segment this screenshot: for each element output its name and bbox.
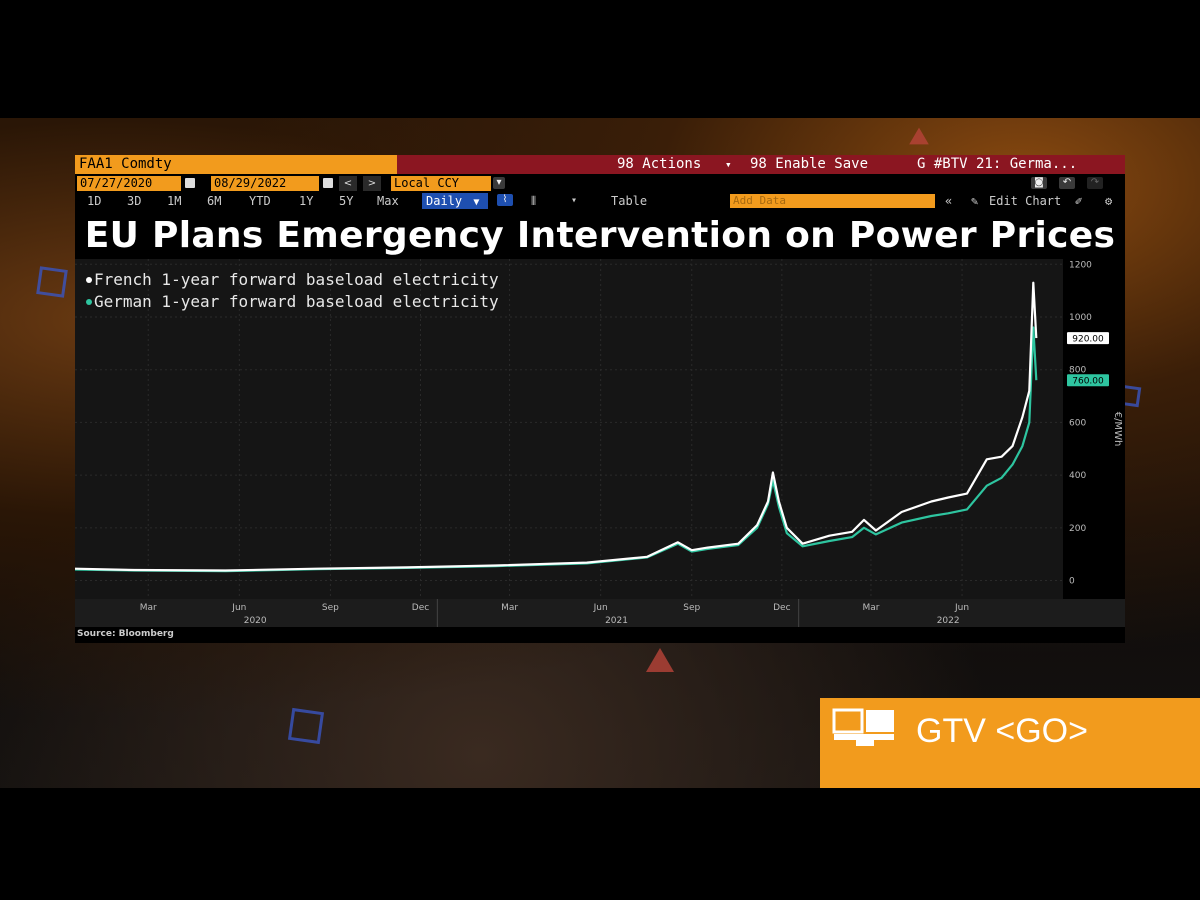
chevron-down-icon: ▼ [473, 197, 480, 208]
decorative-square [36, 266, 68, 298]
decorative-triangle [909, 127, 929, 145]
year-label: 2020 [244, 616, 267, 626]
y-tick-label: 800 [1069, 366, 1086, 376]
x-tick-label: Sep [322, 603, 339, 613]
actions-caret-icon[interactable]: ▾ [725, 158, 732, 171]
french-last-value-tag [1067, 332, 1109, 345]
gtv-banner[interactable]: GTV <GO> [820, 698, 1200, 788]
line-chart-icon[interactable]: ⌇ [497, 194, 513, 206]
bar-chart-icon[interactable]: ⫴ [531, 194, 537, 208]
frequency-select[interactable]: Daily ▼ [422, 193, 488, 209]
period-3d[interactable]: 3D [127, 194, 142, 208]
price-chart: Mar Jun Sep Dec Mar Jun Sep Dec Mar Jun 2020 2021 20… [75, 259, 1125, 627]
edit-chart-button[interactable]: Edit Chart [989, 194, 1062, 208]
end-date-field[interactable]: 08/29/2022 [211, 176, 319, 191]
legend-marker [86, 277, 92, 283]
camera-icon[interactable]: ◙ [1031, 177, 1047, 189]
add-data-input[interactable]: Add Data [730, 194, 935, 208]
prev-period-button[interactable]: < [339, 176, 357, 191]
y-axis-label: €/MWh [1112, 412, 1123, 447]
period-ytd[interactable]: YTD [249, 194, 271, 208]
actions-menu[interactable]: 98 Actions [617, 156, 702, 172]
x-axis-band [75, 599, 1125, 627]
letterbox-bottom [0, 788, 1200, 900]
tab-title[interactable]: G #BTV 21: Germa... [917, 156, 1078, 172]
legend-french: French 1-year forward baseload electrici… [94, 270, 499, 289]
series-line-french [75, 281, 1038, 572]
gear-icon[interactable]: ⚙ [1105, 194, 1113, 208]
edit-icon[interactable]: ✐ [1075, 194, 1083, 208]
calendar-icon[interactable] [323, 178, 333, 188]
period-5y[interactable]: 5Y [339, 194, 354, 208]
monitor-icon [832, 708, 894, 746]
y-tick-label: 400 [1069, 471, 1086, 481]
y-tick-label: 0 [1069, 577, 1075, 587]
period-1d[interactable]: 1D [87, 194, 102, 208]
decorative-triangle [646, 648, 674, 672]
letterbox-top [0, 0, 1200, 118]
x-tick-label: Jun [954, 603, 969, 613]
redo-icon[interactable]: ↷ [1087, 177, 1103, 189]
enable-save-button[interactable]: 98 Enable Save [750, 156, 869, 172]
year-label: 2021 [605, 616, 628, 626]
gtv-label: GTV <GO> [916, 712, 1088, 750]
calendar-icon[interactable] [185, 178, 195, 188]
table-button[interactable]: Table [611, 194, 648, 208]
command-bar: FAA1 Comdty 98 Actions ▾ 98 Enable Save … [75, 155, 1125, 174]
currency-select[interactable]: Local CCY [391, 176, 491, 191]
decorative-square [287, 707, 325, 745]
period-1m[interactable]: 1M [167, 194, 182, 208]
ticker-field[interactable]: FAA1 Comdty [75, 155, 397, 174]
y-tick-label: 1200 [1069, 260, 1092, 270]
y-tick-label: 600 [1069, 418, 1086, 428]
pencil-icon[interactable]: ✎ [971, 194, 979, 208]
chart-toolbar: 1D 3D 1M 6M YTD 1Y 5Y Max Daily ▼ ⌇ ⫴ ▾ … [75, 193, 1125, 209]
x-tick-label: Mar [862, 603, 879, 613]
y-tick-label: 200 [1069, 524, 1086, 534]
undo-icon[interactable]: ↶ [1059, 177, 1075, 189]
start-date-field[interactable]: 07/27/2020 [77, 176, 181, 191]
x-tick-label: Dec [412, 603, 429, 613]
year-label: 2022 [937, 616, 960, 626]
x-tick-label: Jun [593, 603, 608, 613]
date-range-bar: 07/27/2020 08/29/2022 < > Local CCY ▾ ◙ … [75, 176, 1125, 192]
period-max[interactable]: Max [377, 194, 399, 208]
x-tick-label: Dec [773, 603, 790, 613]
x-tick-label: Mar [501, 603, 518, 613]
source-note: Source: Bloomberg [77, 629, 174, 639]
x-tick-label: Jun [231, 603, 246, 613]
legend-marker [86, 299, 92, 305]
german-last-value-tag [1067, 374, 1109, 387]
bloomberg-terminal-window: FAA1 Comdty 98 Actions ▾ 98 Enable Save … [75, 155, 1125, 643]
headline: EU Plans Emergency Intervention on Power… [84, 215, 1116, 256]
frequency-label: Daily [426, 194, 463, 208]
y-tick-label: 1000 [1069, 313, 1092, 323]
german-last-value: 760.00 [1072, 377, 1104, 387]
x-tick-label: Sep [683, 603, 700, 613]
x-tick-label: Mar [140, 603, 157, 613]
next-period-button[interactable]: > [363, 176, 381, 191]
period-1y[interactable]: 1Y [299, 194, 314, 208]
legend-german: German 1-year forward baseload electrici… [94, 292, 499, 311]
collapse-icon[interactable]: « [945, 194, 953, 208]
period-6m[interactable]: 6M [207, 194, 222, 208]
french-last-value: 920.00 [1072, 335, 1104, 345]
chevron-down-icon[interactable]: ▾ [571, 195, 578, 206]
chevron-down-icon[interactable]: ▾ [493, 177, 505, 189]
